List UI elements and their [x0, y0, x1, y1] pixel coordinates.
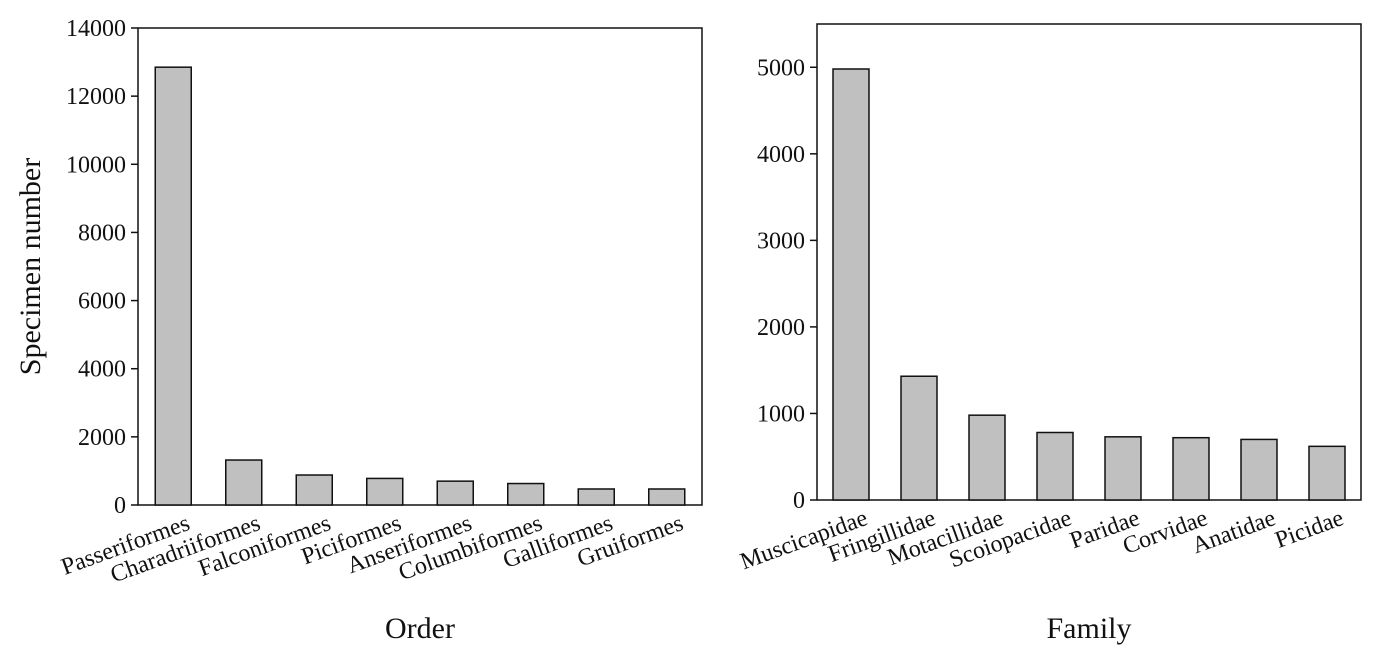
y-tick-label: 2000	[757, 315, 805, 341]
bar-piciformes	[366, 477, 404, 506]
y-tick-label: 8000	[78, 220, 126, 246]
bar-falconiformes	[295, 474, 333, 506]
y-tick-label: 10000	[66, 152, 126, 178]
bar-fringillidae	[900, 375, 938, 501]
bar-scoiopacidae	[1036, 431, 1074, 501]
plot-frame	[137, 27, 703, 506]
bar-galliformes	[577, 488, 615, 506]
y-axis-title: Specimen number	[14, 158, 47, 375]
y-tick-label: 4000	[757, 142, 805, 168]
bar-paridae	[1104, 436, 1142, 501]
y-tick-label: 1000	[757, 401, 805, 427]
y-tick-label: 2000	[78, 425, 126, 451]
y-tick-label: 0	[114, 493, 126, 519]
bar-anatidae	[1240, 438, 1278, 501]
bar-columbiformes	[507, 482, 545, 506]
y-tick-label: 12000	[66, 84, 126, 110]
y-tick-label: 0	[793, 488, 805, 514]
x-axis-title: Family	[1046, 612, 1131, 645]
bar-muscicapidae	[832, 68, 870, 501]
bar-passeriformes	[154, 66, 192, 506]
y-tick-label: 5000	[757, 55, 805, 81]
bar-corvidae	[1172, 436, 1210, 501]
x-tick-label: Picidae	[1272, 505, 1347, 554]
y-tick-label: 6000	[78, 289, 126, 315]
bar-anseriformes	[436, 480, 474, 506]
family-chart-panel: 010002000300040005000MuscicapidaeFringil…	[737, 23, 1362, 645]
bar-picidae	[1308, 445, 1346, 501]
y-tick-label: 3000	[757, 228, 805, 254]
bar-motacillidae	[968, 414, 1006, 501]
plot-frame	[816, 23, 1362, 501]
y-tick-label: 14000	[66, 16, 126, 42]
order-chart-panel: 02000400060008000100001200014000Passerif…	[14, 16, 703, 645]
y-tick-label: 4000	[78, 357, 126, 383]
bar-gruiformes	[648, 488, 686, 506]
x-axis-title: Order	[385, 612, 455, 645]
bar-charadriiformes	[225, 459, 263, 506]
